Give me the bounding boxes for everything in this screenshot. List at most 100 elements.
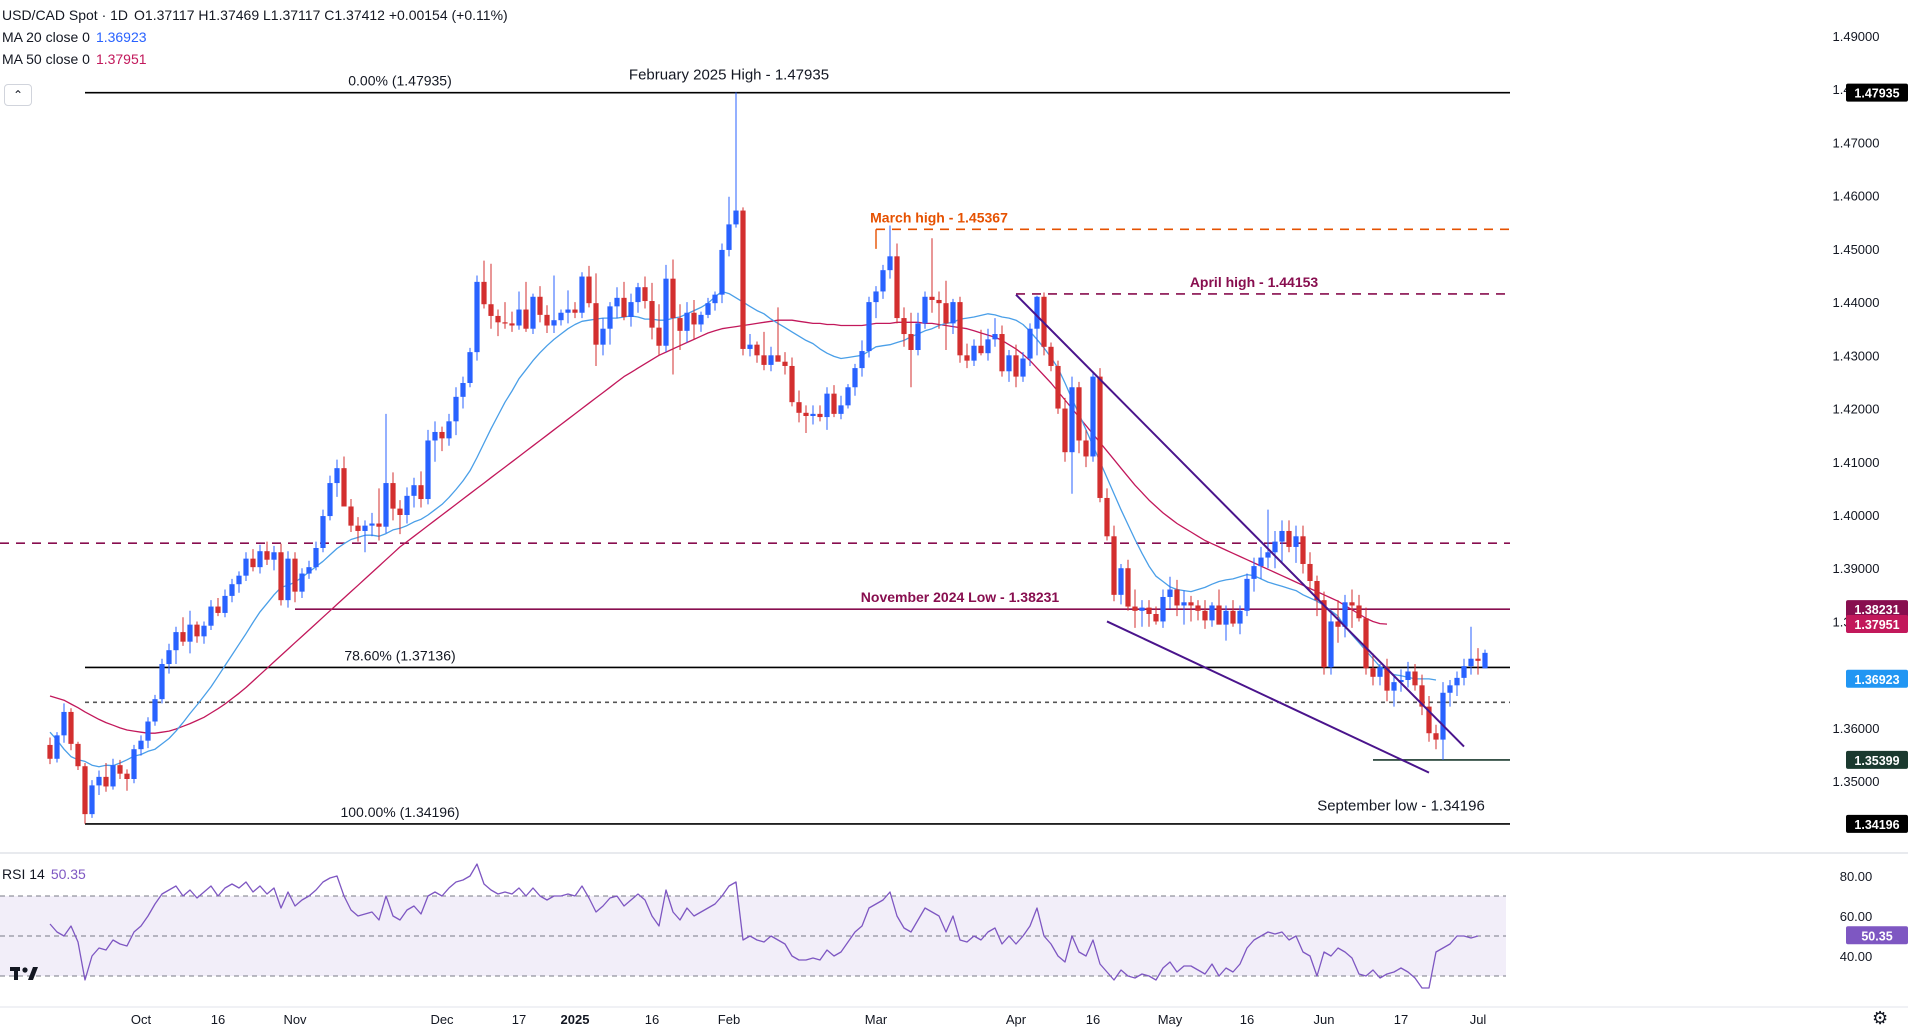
candle-body bbox=[1433, 733, 1439, 740]
y-tick-label: 1.36000 bbox=[1833, 721, 1880, 736]
x-tick-label: Jun bbox=[1314, 1012, 1335, 1027]
candle-body bbox=[761, 355, 767, 365]
candle-body bbox=[992, 334, 998, 340]
candle-body bbox=[264, 551, 270, 560]
ma20-value: 1.36923 bbox=[95, 29, 147, 45]
candle-body bbox=[320, 516, 326, 548]
candle-body bbox=[726, 224, 732, 250]
candle-body bbox=[1405, 671, 1411, 680]
candle-body bbox=[306, 567, 312, 574]
candle-body bbox=[894, 256, 900, 319]
candle-body bbox=[656, 327, 662, 346]
candle-body bbox=[222, 595, 228, 613]
candle-body bbox=[1328, 621, 1334, 668]
x-tick-label: Oct bbox=[131, 1012, 152, 1027]
candle-body bbox=[502, 322, 508, 324]
x-tick-label: 2025 bbox=[561, 1012, 590, 1027]
candle-body bbox=[1377, 667, 1383, 677]
collapse-legend-button[interactable]: ⌃ bbox=[4, 84, 32, 106]
ma50-line bbox=[49, 319, 1388, 734]
candle-body bbox=[516, 309, 522, 326]
annotation-label: September low - 1.34196 bbox=[1317, 797, 1485, 814]
candle-body bbox=[1419, 685, 1425, 707]
candle-body bbox=[824, 393, 830, 418]
rsi-legend[interactable]: RSI 14 50.35 bbox=[2, 866, 86, 882]
candle-body bbox=[159, 664, 165, 700]
candle-body bbox=[1335, 621, 1341, 627]
candle-body bbox=[901, 318, 907, 335]
candle-body bbox=[194, 624, 200, 637]
candle-body bbox=[495, 315, 501, 323]
candle-body bbox=[1440, 692, 1446, 740]
candle-body bbox=[537, 296, 543, 315]
candle-body bbox=[1272, 541, 1278, 553]
candle-body bbox=[481, 281, 487, 305]
candle-body bbox=[1188, 602, 1194, 606]
candle-body bbox=[173, 632, 179, 651]
candle-body bbox=[677, 318, 683, 331]
candle-body bbox=[1160, 596, 1166, 622]
ohlc-values: O1.37117 H1.37469 L1.37117 C1.37412 +0.0… bbox=[134, 7, 508, 23]
candle-body bbox=[628, 302, 634, 317]
candle-body bbox=[1118, 568, 1124, 595]
symbol-label[interactable]: USD/CAD Spot · 1D bbox=[2, 7, 129, 23]
candle-body bbox=[47, 744, 53, 759]
candle-body bbox=[236, 575, 242, 585]
candle-body bbox=[1363, 618, 1369, 669]
candle-body bbox=[1013, 355, 1019, 377]
candle-body bbox=[1230, 610, 1236, 624]
candle-body bbox=[1076, 387, 1082, 441]
candle-body bbox=[131, 749, 137, 779]
candle-body bbox=[866, 302, 872, 352]
candle-body bbox=[523, 309, 529, 329]
candle-body bbox=[733, 210, 739, 225]
candle-body bbox=[1202, 610, 1208, 621]
ma20-row[interactable]: MA 20 close 0 1.36923 bbox=[2, 26, 508, 48]
candle-body bbox=[313, 548, 319, 568]
candle-body bbox=[145, 721, 151, 741]
symbol-row[interactable]: USD/CAD Spot · 1D O1.37117 H1.37469 L1.37… bbox=[2, 4, 508, 26]
candle-body bbox=[474, 281, 480, 353]
candle-body bbox=[908, 334, 914, 350]
ma50-row[interactable]: MA 50 close 0 1.37951 bbox=[2, 48, 508, 70]
candle-body bbox=[649, 301, 655, 328]
candle-body bbox=[61, 711, 67, 736]
candle-body bbox=[397, 508, 403, 515]
candle-body bbox=[250, 558, 256, 568]
candle-body bbox=[68, 711, 74, 744]
x-tick-label: May bbox=[1158, 1012, 1183, 1027]
candle-body bbox=[453, 396, 459, 422]
candle-body bbox=[775, 355, 781, 362]
y-tick-label: 1.45000 bbox=[1833, 242, 1880, 257]
rsi-label: RSI 14 bbox=[2, 866, 45, 882]
price-badge bbox=[1846, 814, 1908, 833]
candle-body bbox=[1258, 557, 1264, 567]
candle-body bbox=[565, 309, 571, 313]
candle-body bbox=[1083, 440, 1089, 457]
candle-body bbox=[684, 312, 690, 331]
candle-body bbox=[887, 256, 893, 271]
candle-body bbox=[614, 297, 620, 307]
candle-body bbox=[705, 303, 711, 315]
candle-body bbox=[1475, 658, 1481, 661]
candle-body bbox=[1181, 602, 1187, 606]
candle-body bbox=[1384, 667, 1390, 691]
candle-body bbox=[89, 785, 95, 815]
candle-body bbox=[712, 294, 718, 304]
candle-body bbox=[579, 276, 585, 313]
price-axis-area bbox=[1506, 0, 1908, 1032]
candle-body bbox=[1398, 680, 1404, 683]
candle-body bbox=[208, 606, 214, 626]
candle-body bbox=[1370, 668, 1376, 677]
tradingview-logo-icon[interactable] bbox=[8, 958, 42, 988]
candle-body bbox=[1209, 605, 1215, 621]
chevron-up-icon: ⌃ bbox=[12, 88, 24, 102]
candle-body bbox=[243, 558, 249, 576]
candle-body bbox=[1111, 536, 1117, 595]
gear-icon[interactable]: ⚙ bbox=[1872, 1008, 1889, 1028]
candle-body bbox=[1482, 652, 1488, 669]
candle-body bbox=[509, 323, 515, 326]
candle-body bbox=[1244, 578, 1250, 611]
candle-body bbox=[488, 304, 494, 316]
